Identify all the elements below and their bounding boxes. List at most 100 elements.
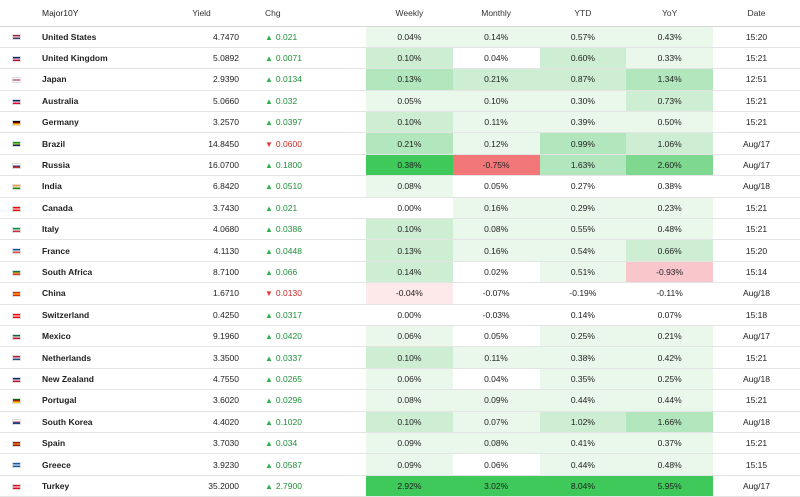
- cell-yield: 2.9390: [213, 74, 239, 85]
- country-name[interactable]: United Kingdom: [42, 53, 108, 64]
- cell-ytd: 0.25%: [539, 325, 627, 347]
- cell-yoy: 0.48%: [626, 218, 713, 240]
- country-name[interactable]: Greece: [42, 459, 71, 470]
- country-name[interactable]: Australia: [42, 95, 79, 106]
- header-major10y[interactable]: Major10Y: [32, 0, 163, 27]
- triangle-up-icon: ▲: [265, 374, 273, 384]
- cell-weekly: 0.10%: [366, 111, 453, 133]
- chg-value: 0.0071: [275, 53, 302, 64]
- table-row[interactable]: India 6.8420 ▲ 0.0510 0.08% 0.05% 0.27% 0.38% Au…: [0, 175, 800, 198]
- table-row[interactable]: Turkey 35.2000 ▲ 2.7900 2.92% 3.02% 8.04% 5.95%…: [0, 475, 800, 497]
- flag-cell: [0, 154, 32, 175]
- table-row[interactable]: Italy 4.0680 ▲ 0.0386 0.10% 0.08% 0.55% 0.48% 15…: [0, 218, 800, 240]
- header-weekly[interactable]: Weekly: [366, 0, 453, 27]
- country-name[interactable]: India: [42, 181, 62, 192]
- table-row[interactable]: New Zealand 4.7550 ▲ 0.0265 0.06% 0.04% 0.35% 0…: [0, 368, 800, 390]
- header-yoy[interactable]: YoY: [626, 0, 713, 27]
- country-name[interactable]: Germany: [42, 117, 79, 128]
- triangle-up-icon: ▲: [265, 225, 273, 235]
- cell-date: Aug/18: [743, 288, 770, 299]
- country-name[interactable]: Portugal: [42, 395, 77, 406]
- table-row[interactable]: Netherlands 3.3500 ▲ 0.0337 0.10% 0.11% 0.38% 0…: [0, 346, 800, 369]
- cell-chg: ▲ 0.066: [251, 261, 366, 282]
- header-date[interactable]: Date: [713, 0, 800, 27]
- table-row[interactable]: France 4.1130 ▲ 0.0448 0.13% 0.16% 0.54% 0.66% 1…: [0, 239, 800, 262]
- header-monthly[interactable]: Monthly: [452, 0, 540, 27]
- cell-ytd: 0.41%: [539, 432, 627, 454]
- country-name[interactable]: Turkey: [42, 480, 70, 491]
- cell-date: 15:21: [745, 352, 768, 363]
- cell-weekly: 2.92%: [366, 475, 453, 497]
- cell-date: Aug/18: [743, 181, 770, 192]
- table-row[interactable]: United Kingdom 5.0892 ▲ 0.0071 0.10% 0.04% 0.6…: [0, 47, 800, 69]
- country-name[interactable]: Mexico: [42, 331, 71, 342]
- table-row[interactable]: Germany 3.2570 ▲ 0.0397 0.10% 0.11% 0.39% 0.50%…: [0, 111, 800, 133]
- country-name[interactable]: South Korea: [42, 416, 93, 427]
- country-name[interactable]: China: [42, 288, 66, 299]
- table-row[interactable]: Portugal 3.6020 ▲ 0.0296 0.08% 0.09% 0.44% 0.44…: [0, 389, 800, 412]
- cell-weekly: 0.08%: [366, 389, 453, 412]
- country-name[interactable]: Italy: [42, 224, 60, 235]
- table-row[interactable]: Russia 16.0700 ▲ 0.1800 0.38% -0.75% 1.63% 2.60…: [0, 154, 800, 176]
- flag-cell: [0, 283, 32, 304]
- table-row[interactable]: Switzerland 0.4250 ▲ 0.0317 0.00% -0.03% 0.14%…: [0, 304, 800, 326]
- table-header-row: Major10Y Yield Chg Weekly Monthly YTD Yo…: [0, 0, 800, 27]
- italy-flag-icon: [11, 226, 21, 233]
- country-name[interactable]: New Zealand: [42, 373, 94, 384]
- brazil-flag-icon: [11, 141, 21, 148]
- cell-ytd: 0.87%: [539, 68, 627, 91]
- country-name[interactable]: Japan: [42, 74, 67, 85]
- table-row[interactable]: Greece 3.9230 ▲ 0.0587 0.09% 0.06% 0.44% 0.48% 1…: [0, 453, 800, 476]
- flag-cell: [0, 219, 32, 240]
- cell-monthly: -0.07%: [482, 288, 510, 299]
- header-yield[interactable]: Yield: [163, 0, 251, 27]
- table-row[interactable]: South Korea 4.4020 ▲ 0.1020 0.10% 0.07% 1.02% 1…: [0, 411, 800, 433]
- table-row[interactable]: South Africa 8.7100 ▲ 0.066 0.14% 0.02% 0.51% -…: [0, 261, 800, 283]
- cell-weekly: 0.09%: [366, 453, 453, 476]
- triangle-up-icon: ▲: [265, 32, 273, 42]
- mexico-flag-icon: [11, 333, 21, 340]
- cell-date: 12:51: [745, 74, 768, 85]
- cell-chg: ▲ 0.0448: [251, 240, 366, 261]
- cell-yoy: 0.07%: [657, 309, 682, 320]
- country-name[interactable]: South Africa: [42, 266, 93, 277]
- chg-value: 0.0317: [275, 309, 302, 320]
- triangle-up-icon: ▲: [265, 96, 273, 106]
- uk-flag-icon: [11, 55, 21, 62]
- country-name[interactable]: United States: [42, 31, 97, 42]
- table-row[interactable]: China 1.6710 ▼ 0.0130 -0.04% -0.07% -0.19% -0.1…: [0, 282, 800, 305]
- cell-date: 15:21: [745, 202, 768, 213]
- table-row[interactable]: Brazil 14.8450 ▼ 0.0600 0.21% 0.12% 0.99% 1.06%…: [0, 132, 800, 155]
- header-chg[interactable]: Chg: [251, 0, 366, 27]
- australia-flag-icon: [11, 98, 21, 105]
- table-row[interactable]: United States 4.7470 ▲ 0.021 0.04% 0.14% 0.57%…: [0, 26, 800, 48]
- table-row[interactable]: Australia 5.0660 ▲ 0.032 0.05% 0.10% 0.30% 0.73…: [0, 90, 800, 112]
- country-name[interactable]: Russia: [42, 160, 70, 171]
- cell-date: 15:18: [745, 309, 768, 320]
- china-flag-icon: [11, 291, 21, 298]
- japan-flag-icon: [11, 77, 21, 84]
- country-name[interactable]: Canada: [42, 202, 73, 213]
- cell-yoy: 0.43%: [626, 26, 713, 48]
- country-name[interactable]: France: [42, 245, 70, 256]
- table-row[interactable]: Spain 3.7030 ▲ 0.034 0.09% 0.08% 0.41% 0.37% 15:…: [0, 432, 800, 454]
- country-name[interactable]: Brazil: [42, 138, 66, 149]
- cell-weekly: 0.10%: [366, 411, 453, 433]
- cell-yield: 1.6710: [213, 288, 239, 299]
- cell-weekly: 0.00%: [397, 202, 422, 213]
- cell-ytd: 0.54%: [539, 239, 627, 262]
- country-name[interactable]: Switzerland: [42, 309, 90, 320]
- cell-ytd: 0.51%: [539, 261, 627, 283]
- country-name[interactable]: Netherlands: [42, 352, 92, 363]
- table-row[interactable]: Canada 3.7430 ▲ 0.021 0.00% 0.16% 0.29% 0.23% 15…: [0, 197, 800, 219]
- cell-monthly: 0.09%: [452, 389, 540, 412]
- table-row[interactable]: Mexico 9.1960 ▲ 0.0420 0.06% 0.05% 0.25% 0.21% A…: [0, 325, 800, 347]
- table-row[interactable]: Japan 2.9390 ▲ 0.0134 0.13% 0.21% 0.87% 1.34% 12…: [0, 68, 800, 91]
- cell-chg: ▼ 0.0130: [251, 283, 366, 304]
- triangle-up-icon: ▲: [265, 203, 273, 213]
- triangle-up-icon: ▲: [265, 439, 273, 449]
- country-name[interactable]: Spain: [42, 438, 66, 449]
- cell-yield: 0.4250: [213, 309, 239, 320]
- cell-date: 15:14: [745, 266, 768, 277]
- header-ytd[interactable]: YTD: [539, 0, 627, 27]
